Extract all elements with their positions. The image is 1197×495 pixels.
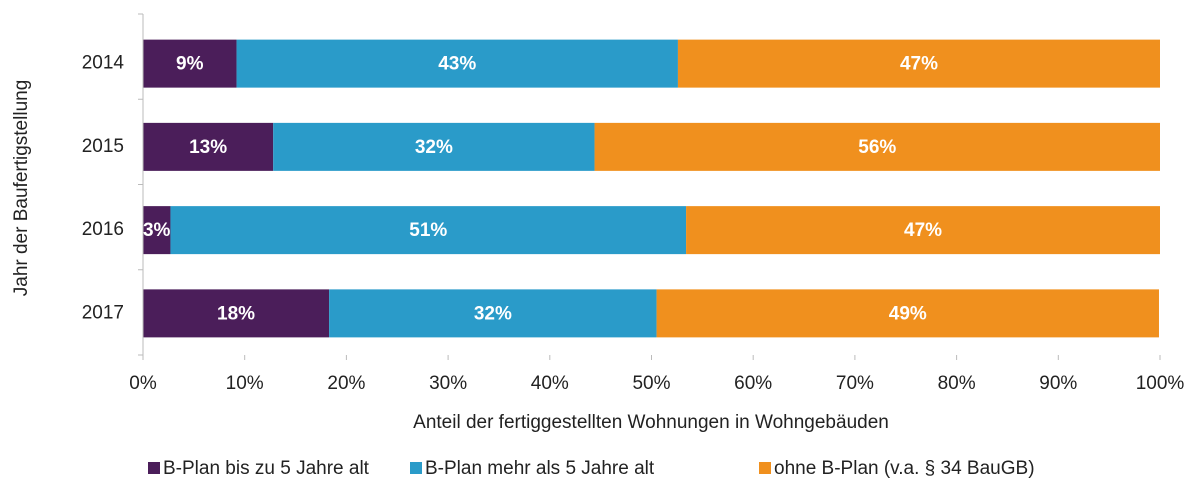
data-label: 3% [143,220,171,241]
x-tick-label: 100% [1136,373,1185,394]
legend-swatch [148,462,160,474]
data-label: 51% [409,220,447,241]
bar-segment [143,39,237,88]
bar-segment [329,289,657,338]
legend-label: ohne B-Plan (v.a. § 34 BauGB) [774,458,1035,479]
x-tick-label: 0% [129,373,157,394]
data-label: 49% [889,303,927,324]
y-tick-label: 2016 [82,219,124,240]
data-label: 47% [900,54,938,75]
x-tick-label: 30% [429,373,467,394]
x-tick-label: 40% [531,373,569,394]
bar-segment [594,122,1160,171]
data-label: 32% [474,303,512,324]
y-tick-label: 2014 [82,53,125,74]
data-label: 9% [176,54,204,75]
data-label: 18% [217,303,255,324]
bar-segment [677,39,1160,88]
data-label: 56% [858,137,896,158]
legend-swatch [759,462,771,474]
x-tick-label: 80% [938,373,976,394]
legend-label: B-Plan bis zu 5 Jahre alt [163,458,370,479]
bar-segment [143,206,171,255]
x-tick-label: 70% [836,373,874,394]
bar-segment [170,206,687,255]
data-label: 47% [904,220,942,241]
x-tick-label: 60% [734,373,772,394]
bar-segment [656,289,1159,338]
data-label: 43% [438,54,476,75]
bar-segment [686,206,1160,255]
bar-segment [143,289,330,338]
legend-swatch [410,462,422,474]
x-tick-label: 20% [327,373,365,394]
x-tick-label: 50% [632,373,670,394]
x-tick-label: 10% [226,373,264,394]
bar-segment [236,39,678,88]
x-axis-title: Anteil der fertiggestellten Wohnungen in… [413,412,889,433]
bar-segment [143,122,274,171]
data-label: 13% [189,137,227,158]
data-label: 32% [415,137,453,158]
x-tick-label: 90% [1039,373,1077,394]
bar-segment [273,122,595,171]
y-tick-label: 2017 [82,302,124,323]
y-tick-label: 2015 [82,136,124,157]
legend-label: B-Plan mehr als 5 Jahre alt [425,458,655,479]
y-axis-title: Jahr der Baufertigstellung [11,80,32,297]
